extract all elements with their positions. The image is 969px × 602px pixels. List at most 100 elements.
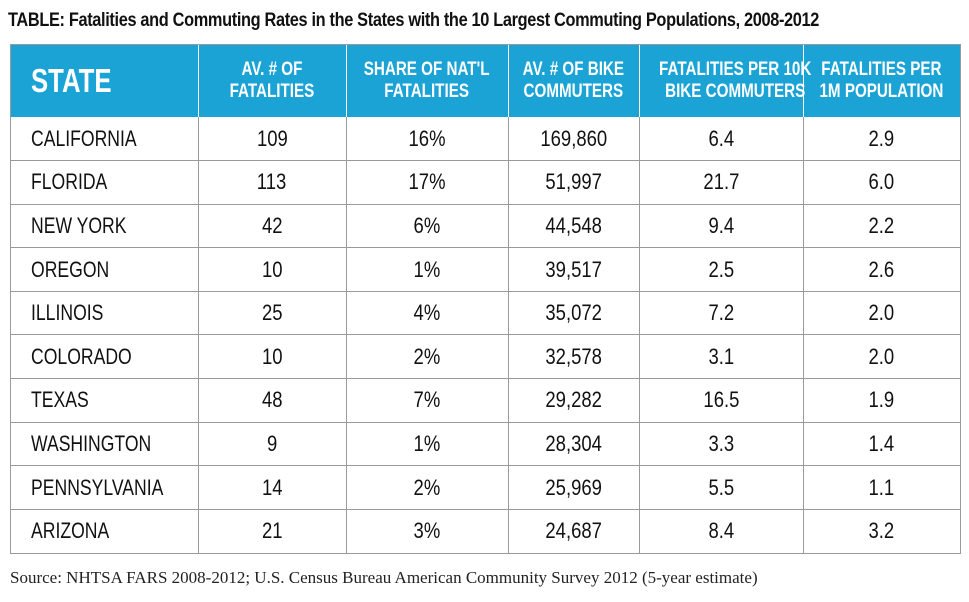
per-10k-cell: 16.5 (638, 378, 803, 423)
commuters-cell: 25,969 (507, 465, 639, 510)
share-cell: 4% (345, 290, 508, 335)
state-cell-text: TEXAS (31, 387, 89, 413)
table-row: WASHINGTON 9 1% 28,304 3.3 1.4 (11, 421, 960, 466)
commuters-cell-text: 28,304 (545, 430, 602, 456)
per-10k-cell-text: 8.4 (708, 518, 734, 544)
column-header-share-national: SHARE OF NAT'L FATALITIES (345, 45, 508, 117)
table-row: PENNSYLVANIA 14 2% 25,969 5.5 1.1 (11, 465, 960, 510)
fatalities-cell-text: 10 (261, 256, 283, 282)
fatalities-cell: 48 (197, 378, 346, 423)
share-cell-text: 6% (413, 212, 441, 238)
per-1m-cell: 2.6 (802, 247, 960, 292)
column-header-avg-fatalities: AV. # OF FATALITIES (197, 45, 346, 117)
commuters-cell: 32,578 (507, 334, 639, 379)
fatalities-cell: 14 (197, 465, 346, 510)
fatalities-cell-text: 48 (261, 387, 283, 413)
fatalities-cell-text: 14 (261, 474, 283, 500)
state-cell: OREGON (11, 247, 198, 292)
table-row: TEXAS 48 7% 29,282 16.5 1.9 (11, 378, 960, 423)
state-cell: PENNSYLVANIA (11, 465, 198, 510)
per-10k-cell: 9.4 (638, 203, 803, 248)
per-10k-cell-text: 16.5 (703, 387, 739, 413)
state-cell: CALIFORNIA (11, 117, 198, 161)
fatalities-cell-text: 113 (257, 169, 287, 195)
source-note: Source: NHTSA FARS 2008-2012; U.S. Censu… (10, 568, 758, 587)
share-cell-text: 2% (413, 343, 441, 369)
commuters-cell-text: 32,578 (545, 343, 602, 369)
state-cell-text: WASHINGTON (31, 430, 152, 456)
fatalities-cell: 10 (197, 247, 346, 292)
state-cell-text: COLORADO (31, 343, 132, 369)
share-cell: 7% (345, 378, 508, 423)
fatalities-cell: 9 (197, 421, 346, 466)
fatalities-cell-text: 9 (266, 430, 278, 456)
state-cell: ILLINOIS (11, 290, 198, 335)
column-header-avg-bike-commuters: AV. # OF BIKE COMMUTERS (507, 45, 639, 117)
share-cell-text: 1% (413, 256, 441, 282)
per-1m-cell-text: 2.2 (868, 212, 895, 238)
commuters-cell-text: 35,072 (545, 300, 602, 326)
table-header-row: STATE AV. # OF FATALITIES SHARE OF NAT'L… (11, 45, 960, 117)
share-cell-text: 17% (408, 169, 446, 195)
per-1m-cell-text: 3.2 (868, 518, 895, 544)
per-1m-cell: 2.9 (802, 117, 960, 161)
fatalities-cell: 10 (197, 334, 346, 379)
column-header-fatalities-per-1m: FATALITIES PER 1M POPULATION (802, 45, 960, 117)
share-cell: 16% (345, 117, 508, 161)
commuters-cell-text: 39,517 (545, 256, 602, 282)
per-1m-cell: 2.2 (802, 203, 960, 248)
commuters-cell-text: 51,997 (545, 169, 602, 195)
state-cell-text: ARIZONA (31, 518, 110, 544)
per-1m-cell-text: 2.0 (868, 343, 895, 369)
share-cell: 1% (345, 421, 508, 466)
per-1m-cell: 3.2 (802, 508, 960, 553)
share-cell-text: 16% (408, 125, 446, 151)
share-cell-text: 2% (413, 474, 441, 500)
fatalities-cell: 113 (197, 160, 346, 205)
table-row: OREGON 10 1% 39,517 2.5 2.6 (11, 247, 960, 292)
state-cell-text: PENNSYLVANIA (31, 474, 164, 500)
per-10k-cell: 5.5 (638, 465, 803, 510)
table-title: TABLE: Fatalities and Commuting Rates in… (8, 10, 820, 31)
per-10k-cell-text: 3.1 (708, 343, 734, 369)
per-1m-cell: 2.0 (802, 334, 960, 379)
per-10k-cell-text: 3.3 (708, 430, 734, 456)
state-cell-text: ILLINOIS (31, 300, 104, 326)
state-cell: COLORADO (11, 334, 198, 379)
column-header-state: STATE (31, 62, 112, 99)
column-header-fatalities-per-10k: FATALITIES PER 10K BIKE COMMUTERS (638, 45, 811, 117)
per-1m-cell-text: 1.1 (868, 474, 895, 500)
per-10k-cell: 7.2 (638, 290, 803, 335)
state-cell-text: CALIFORNIA (31, 125, 137, 151)
share-cell: 6% (345, 203, 508, 248)
fatalities-cell-text: 42 (261, 212, 283, 238)
state-cell: TEXAS (11, 378, 198, 423)
fatalities-cell: 42 (197, 203, 346, 248)
per-1m-cell: 6.0 (802, 160, 960, 205)
per-10k-cell: 6.4 (638, 117, 803, 161)
fatalities-cell: 109 (197, 117, 346, 161)
per-1m-cell-text: 1.4 (868, 430, 895, 456)
per-10k-cell-text: 2.5 (708, 256, 734, 282)
commuters-cell-text: 169,860 (540, 125, 607, 151)
commuters-cell-text: 29,282 (545, 387, 602, 413)
table-row: NEW YORK 42 6% 44,548 9.4 2.2 (11, 203, 960, 248)
data-table: STATE AV. # OF FATALITIES SHARE OF NAT'L… (10, 44, 961, 554)
state-cell-text: NEW YORK (31, 212, 127, 238)
per-10k-cell: 3.3 (638, 421, 803, 466)
fatalities-cell-text: 25 (261, 300, 283, 326)
table-row: CALIFORNIA 109 16% 169,860 6.4 2.9 (11, 117, 960, 161)
commuters-cell-text: 44,548 (545, 212, 602, 238)
commuters-cell: 39,517 (507, 247, 639, 292)
fatalities-table: STATE AV. # OF FATALITIES SHARE OF NAT'L… (11, 45, 960, 553)
share-cell-text: 1% (413, 430, 441, 456)
share-cell-text: 7% (413, 387, 441, 413)
table-row: ILLINOIS 25 4% 35,072 7.2 2.0 (11, 290, 960, 335)
fatalities-cell: 25 (197, 290, 346, 335)
per-10k-cell-text: 7.2 (708, 300, 734, 326)
per-10k-cell-text: 9.4 (708, 212, 734, 238)
commuters-cell-text: 24,687 (545, 518, 602, 544)
share-cell: 2% (345, 334, 508, 379)
per-10k-cell-text: 21.7 (703, 169, 739, 195)
share-cell: 2% (345, 465, 508, 510)
